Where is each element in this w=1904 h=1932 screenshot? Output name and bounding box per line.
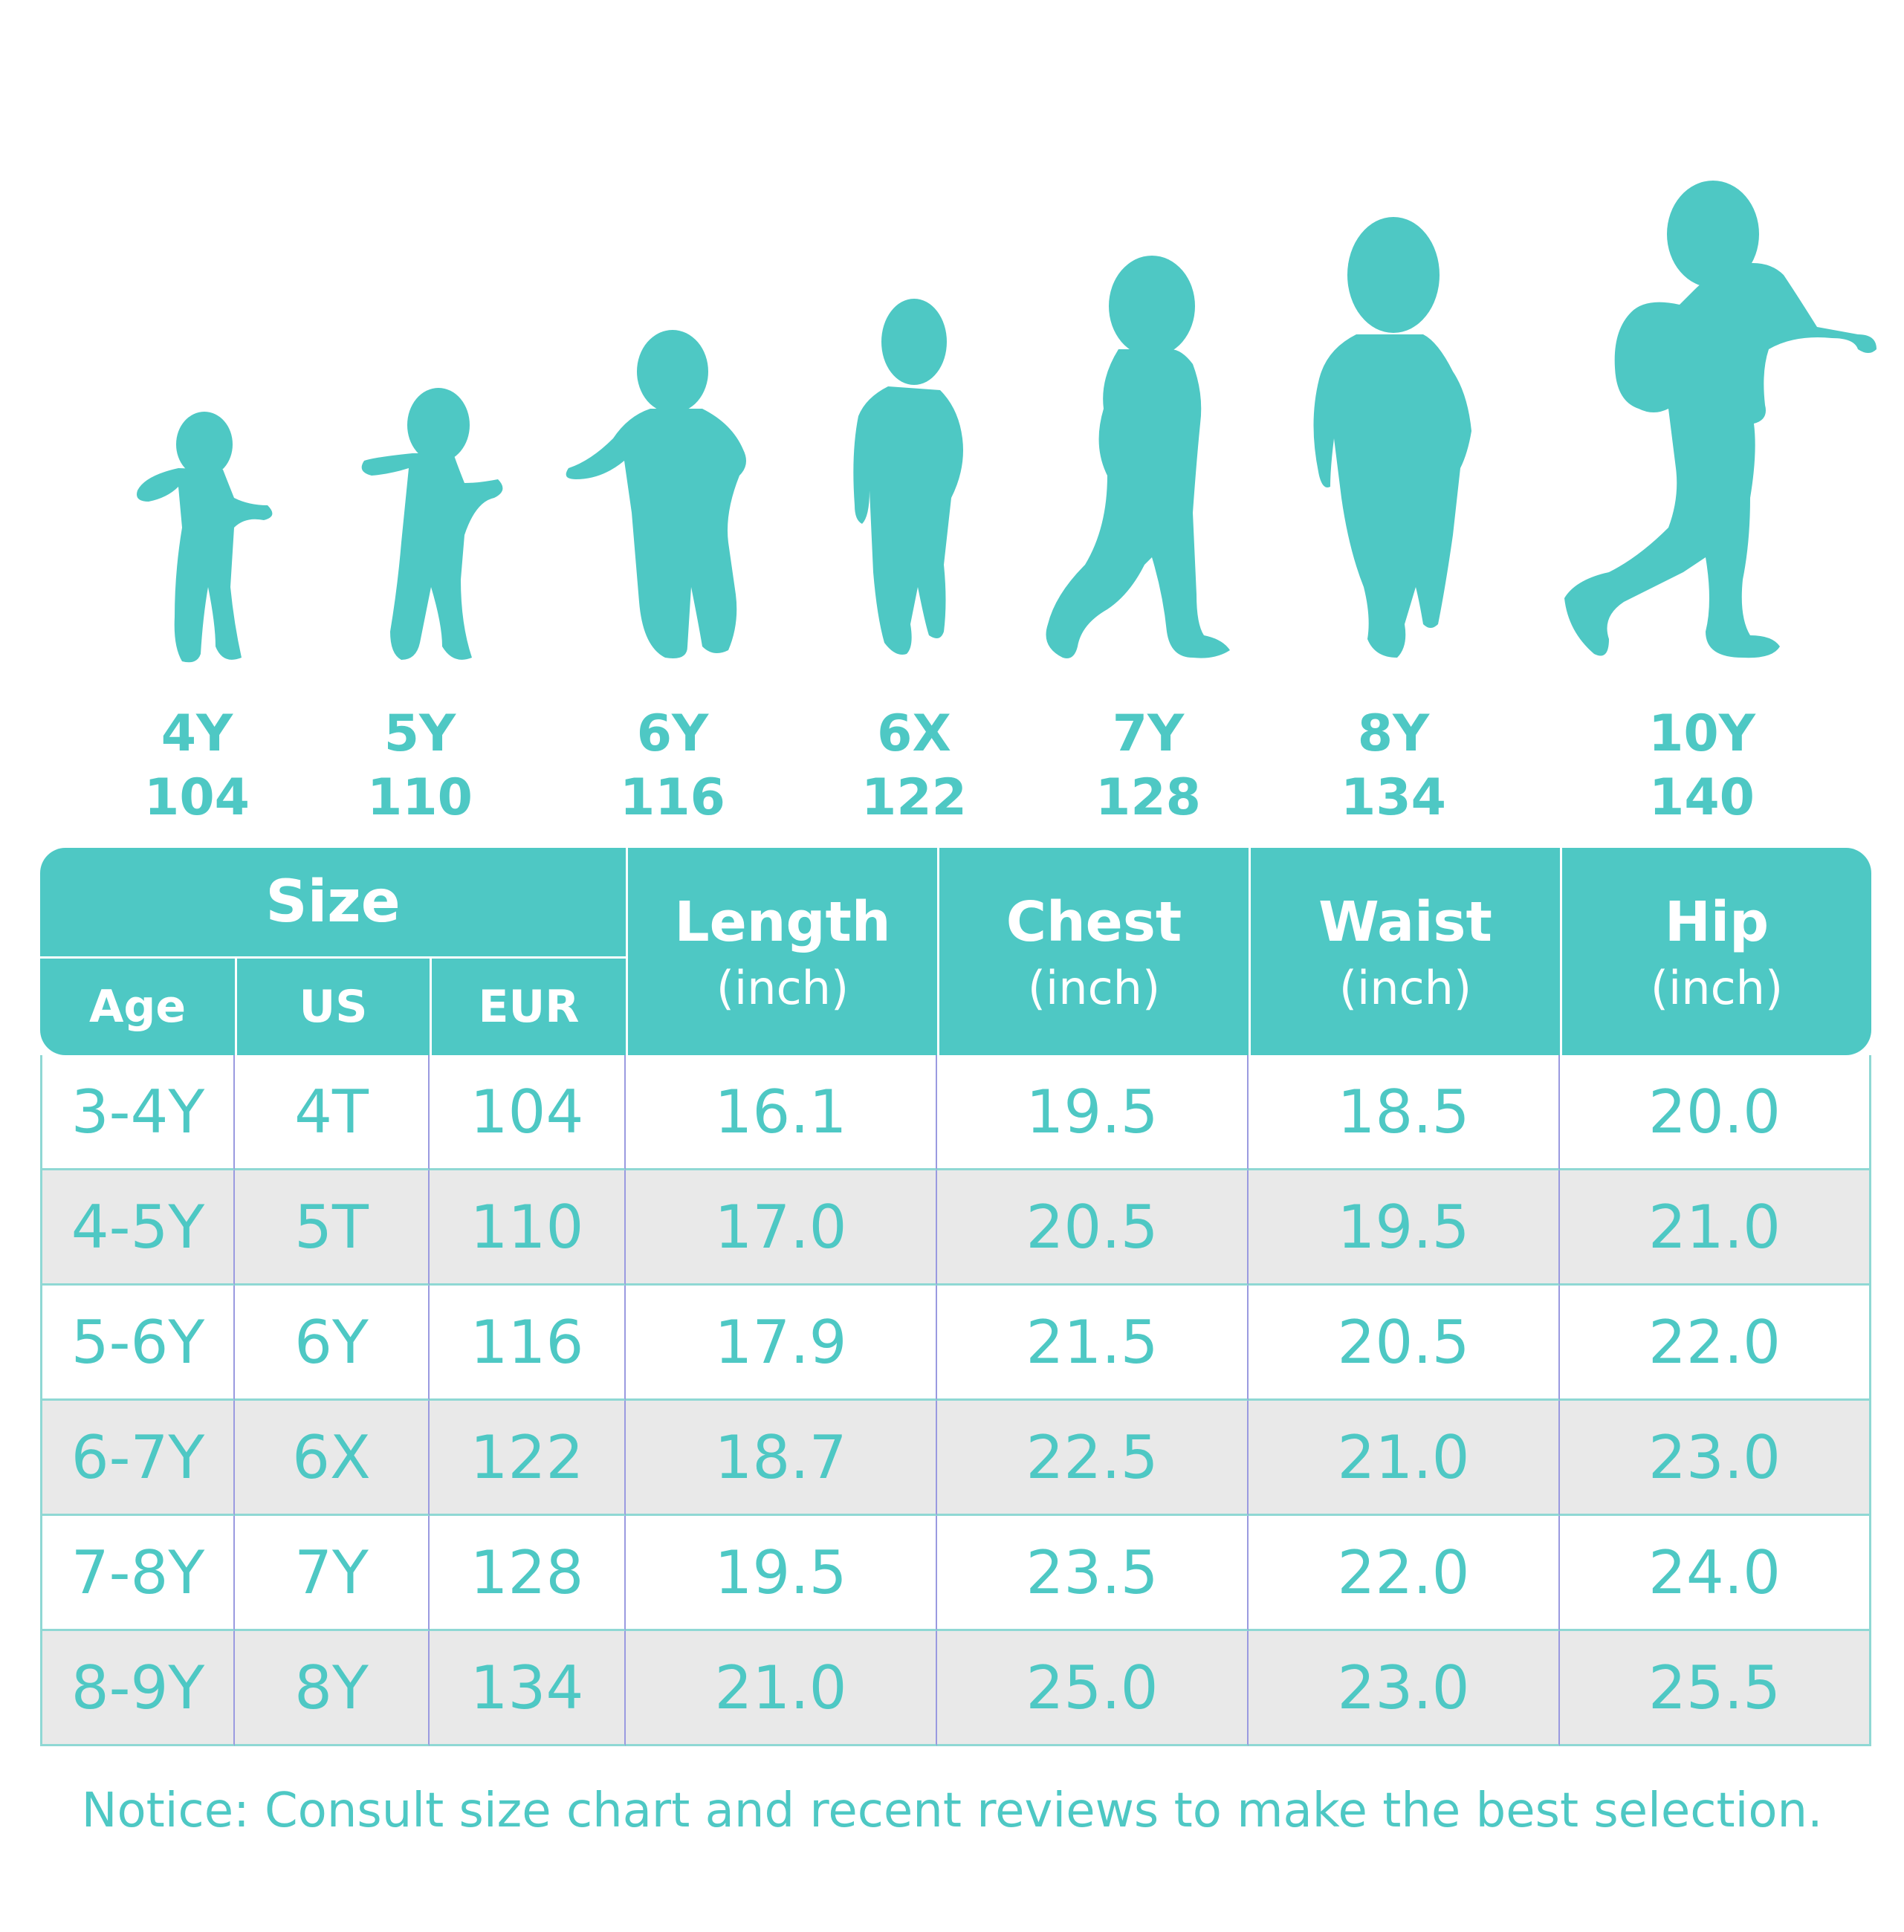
length-header: Length (inch): [626, 848, 937, 1055]
us-header: US: [235, 959, 430, 1055]
size-label-eur: 116: [620, 768, 725, 827]
size-label-6x: 6X 122: [832, 702, 996, 830]
size-label-eur: 110: [367, 768, 473, 827]
size-label-age: 6X: [877, 704, 951, 763]
child-figure-6x: [853, 299, 963, 655]
length-cell: 18.7: [626, 1401, 937, 1516]
size-label-6y: 6Y 116: [591, 702, 754, 830]
chest-cell: 22.5: [937, 1401, 1249, 1516]
size-label-age: 6Y: [636, 704, 709, 763]
chest-cell: 25.0: [937, 1631, 1249, 1746]
us-cell: 4T: [235, 1055, 430, 1170]
size-label-eur: 140: [1649, 768, 1755, 827]
size-label-eur: 122: [861, 768, 967, 827]
us-cell: 7Y: [235, 1516, 430, 1631]
hip-cell: 24.0: [1560, 1516, 1871, 1631]
waist-cell: 21.0: [1249, 1401, 1560, 1516]
eur-cell: 128: [430, 1516, 626, 1631]
chest-cell: 21.5: [937, 1286, 1249, 1401]
metric-name: Length: [674, 889, 891, 954]
waist-cell: 19.5: [1249, 1170, 1560, 1286]
chest-cell: 23.5: [937, 1516, 1249, 1631]
length-cell: 17.0: [626, 1170, 937, 1286]
age-cell: 6-7Y: [40, 1401, 235, 1516]
size-label-eur: 104: [144, 768, 250, 827]
size-label-age: 8Y: [1357, 704, 1430, 763]
table-row: 7-8Y 7Y 128 19.5 23.5 22.0 24.0: [40, 1516, 1871, 1631]
eur-cell: 116: [430, 1286, 626, 1401]
child-figure-7y: [1046, 256, 1230, 658]
waist-cell: 20.5: [1249, 1286, 1560, 1401]
size-label-age: 10Y: [1648, 704, 1755, 763]
length-cell: 16.1: [626, 1055, 937, 1170]
table-row: 6-7Y 6X 122 18.7 22.5 21.0 23.0: [40, 1401, 1871, 1516]
us-cell: 6Y: [235, 1286, 430, 1401]
length-cell: 19.5: [626, 1516, 937, 1631]
table-row: 3-4Y 4T 104 16.1 19.5 18.5 20.0: [40, 1055, 1871, 1170]
hip-cell: 21.0: [1560, 1170, 1871, 1286]
table-row: 5-6Y 6Y 116 17.9 21.5 20.5 22.0: [40, 1286, 1871, 1401]
size-label-age: 4Y: [161, 704, 233, 763]
metric-unit: (inch): [1650, 960, 1784, 1015]
hip-header: Hip (inch): [1560, 848, 1871, 1055]
metric-name: Chest: [1006, 889, 1182, 954]
child-figure-4y: [137, 412, 273, 663]
age-cell: 4-5Y: [40, 1170, 235, 1286]
waist-cell: 22.0: [1249, 1516, 1560, 1631]
child-figure-6y: [566, 330, 746, 658]
us-cell: 5T: [235, 1170, 430, 1286]
size-header: Size: [40, 848, 626, 959]
length-cell: 17.9: [626, 1286, 937, 1401]
notice-text: Notice: Consult size chart and recent re…: [81, 1783, 1823, 1838]
age-cell: 3-4Y: [40, 1055, 235, 1170]
child-figure-8y: [1313, 217, 1471, 658]
table-body: 3-4Y 4T 104 16.1 19.5 18.5 20.0 4-5Y 5T …: [40, 1055, 1871, 1746]
size-label-8y: 8Y 134: [1312, 702, 1475, 830]
waist-header: Waist (inch): [1249, 848, 1560, 1055]
us-cell: 8Y: [235, 1631, 430, 1746]
metric-name: Hip: [1664, 889, 1769, 954]
size-label-age: 5Y: [383, 704, 456, 763]
waist-cell: 23.0: [1249, 1631, 1560, 1746]
chest-header: Chest (inch): [937, 848, 1249, 1055]
table-row: 4-5Y 5T 110 17.0 20.5 19.5 21.0: [40, 1170, 1871, 1286]
length-cell: 21.0: [626, 1631, 937, 1746]
metric-name: Waist: [1318, 889, 1492, 954]
us-cell: 6X: [235, 1401, 430, 1516]
hip-cell: 25.5: [1560, 1631, 1871, 1746]
eur-cell: 104: [430, 1055, 626, 1170]
hip-cell: 22.0: [1560, 1286, 1871, 1401]
age-cell: 7-8Y: [40, 1516, 235, 1631]
hip-cell: 23.0: [1560, 1401, 1871, 1516]
age-cell: 5-6Y: [40, 1286, 235, 1401]
size-chart-table: Size Length (inch) Chest (inch) Waist (i…: [40, 848, 1871, 1746]
metric-unit: (inch): [716, 960, 849, 1015]
eur-cell: 122: [430, 1401, 626, 1516]
metric-unit: (inch): [1027, 960, 1161, 1015]
size-label-age: 7Y: [1112, 704, 1185, 763]
size-label-eur: 128: [1095, 768, 1201, 827]
child-figure-5y: [361, 388, 503, 660]
table-row: 8-9Y 8Y 134 21.0 25.0 23.0 25.5: [40, 1631, 1871, 1746]
chest-cell: 20.5: [937, 1170, 1249, 1286]
eur-header: EUR: [430, 959, 626, 1055]
eur-cell: 110: [430, 1170, 626, 1286]
size-label-4y: 4Y 104: [115, 702, 279, 830]
age-header: Age: [40, 959, 235, 1055]
child-silhouettes: [137, 181, 1877, 663]
waist-cell: 18.5: [1249, 1055, 1560, 1170]
child-figure-10y: [1564, 181, 1877, 658]
hip-cell: 20.0: [1560, 1055, 1871, 1170]
size-label-eur: 134: [1341, 768, 1446, 827]
age-cell: 8-9Y: [40, 1631, 235, 1746]
eur-cell: 134: [430, 1631, 626, 1746]
size-label-10y: 10Y 140: [1620, 702, 1784, 830]
table-header: Size Length (inch) Chest (inch) Waist (i…: [40, 848, 1871, 1055]
size-label-5y: 5Y 110: [338, 702, 502, 830]
metric-unit: (inch): [1338, 960, 1472, 1015]
size-label-7y: 7Y 128: [1066, 702, 1230, 830]
chest-cell: 19.5: [937, 1055, 1249, 1170]
